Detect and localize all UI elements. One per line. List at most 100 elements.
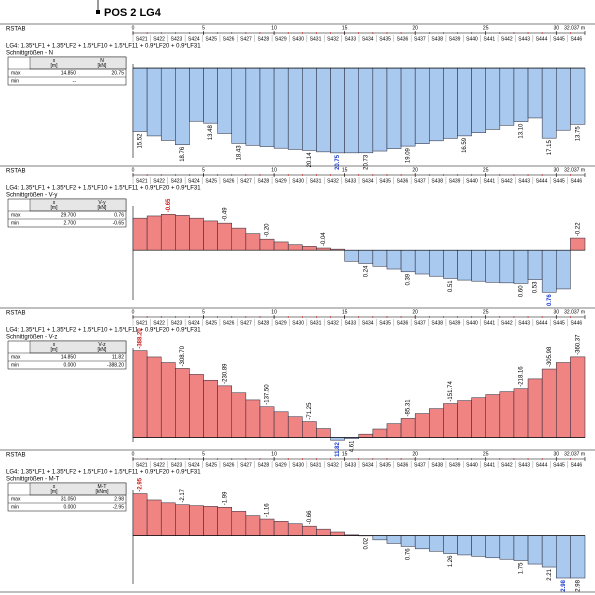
- member-label: S436: [397, 36, 409, 42]
- member-label: S443: [518, 320, 530, 326]
- bar: [541, 67, 557, 139]
- bar: [287, 67, 303, 150]
- bar: [400, 535, 416, 547]
- member-label: S426: [223, 178, 235, 184]
- value-label: -1.99: [222, 491, 228, 505]
- member-label: S425: [205, 36, 217, 42]
- value-label: 17.15: [547, 140, 553, 156]
- value-label: 19.09: [406, 147, 412, 163]
- bar: [471, 249, 486, 282]
- bar: [541, 249, 557, 293]
- value-label: 15.52: [138, 133, 144, 149]
- bar: [372, 67, 388, 152]
- bar: [316, 428, 331, 438]
- source-label: RSTAB: [6, 453, 26, 459]
- table-cell: max: [11, 354, 21, 360]
- bar: [245, 67, 261, 146]
- member-label: S426: [223, 462, 235, 468]
- value-label: -0.49: [222, 207, 228, 221]
- value-label: 0.76: [547, 294, 553, 306]
- bar: [287, 523, 303, 536]
- table-cell: 29.700: [61, 212, 77, 218]
- bar: [570, 67, 586, 125]
- table-cell: 14.850: [61, 70, 77, 76]
- bar: [146, 67, 162, 137]
- member-label: S444: [536, 320, 548, 326]
- member-label: S428: [258, 462, 270, 468]
- member-label: S423: [171, 320, 183, 326]
- x-tick-label: 0: [132, 451, 135, 457]
- member-label: S431: [310, 36, 322, 42]
- bar: [316, 528, 331, 536]
- bar: [485, 67, 501, 130]
- x-tick-label: 25: [483, 167, 489, 173]
- bar: [344, 249, 359, 262]
- bar: [485, 394, 501, 438]
- bar: [372, 535, 388, 541]
- x-tick-label: 25: [483, 451, 489, 457]
- member-label: S440: [466, 36, 478, 42]
- bar: [499, 249, 515, 284]
- member-label: S425: [205, 178, 217, 184]
- value-label: -0.04: [321, 232, 327, 246]
- bar: [400, 67, 416, 147]
- member-label: S438: [431, 462, 443, 468]
- table-header-unit: [m]: [51, 205, 59, 211]
- bar: [513, 535, 529, 561]
- value-label: -85.31: [406, 399, 412, 417]
- table-cell: 31.050: [61, 496, 77, 502]
- value-label: 18.76: [180, 146, 186, 162]
- x-tick-label: 32.037 m: [564, 309, 585, 315]
- bar: [457, 400, 472, 438]
- value-label: 2.98: [575, 579, 581, 591]
- x-tick-label: 20: [412, 25, 418, 31]
- bar: [189, 505, 204, 536]
- bar: [273, 67, 289, 149]
- table-header-cell: V-y: [98, 200, 106, 206]
- bar: [414, 249, 430, 275]
- member-label: S437: [414, 36, 426, 42]
- member-label: S428: [258, 178, 270, 184]
- member-label: S425: [205, 320, 217, 326]
- member-label: S439: [449, 462, 461, 468]
- bar: [259, 406, 275, 438]
- x-tick-label: 25: [483, 25, 489, 31]
- bar: [231, 511, 247, 536]
- bar: [485, 535, 501, 559]
- table-header-unit: [m]: [51, 489, 59, 495]
- x-tick-label: 32.037 m: [564, 451, 585, 457]
- member-label: S438: [431, 320, 443, 326]
- bar: [287, 244, 303, 251]
- value-label: -360.37: [575, 334, 581, 355]
- table-header: [29, 56, 127, 70]
- member-label: S444: [536, 178, 548, 184]
- bar: [146, 215, 162, 251]
- bar: [231, 227, 247, 251]
- member-label: S422: [153, 462, 165, 468]
- bar: [443, 403, 458, 438]
- value-label: -2.17: [180, 488, 186, 502]
- value-label: -71.25: [307, 402, 313, 420]
- bar: [259, 518, 275, 536]
- table-cell: max: [11, 212, 21, 218]
- member-label: S431: [310, 462, 322, 468]
- bar: [457, 67, 472, 137]
- table-cell: min: [11, 220, 19, 226]
- member-label: S423: [171, 178, 183, 184]
- member-label: S436: [397, 178, 409, 184]
- bar: [541, 535, 557, 568]
- member-label: S440: [466, 320, 478, 326]
- x-tick-label: 30: [553, 167, 559, 173]
- bar: [302, 421, 317, 438]
- bar: [273, 411, 289, 438]
- value-label: 0.24: [363, 265, 369, 277]
- member-label: S444: [536, 36, 548, 42]
- bar: [231, 392, 247, 438]
- member-label: S429: [275, 462, 287, 468]
- member-label: S446: [570, 462, 582, 468]
- bar: [400, 249, 416, 273]
- member-label: S429: [275, 320, 287, 326]
- bar: [175, 67, 190, 146]
- bar: [302, 67, 317, 151]
- bar: [189, 374, 204, 438]
